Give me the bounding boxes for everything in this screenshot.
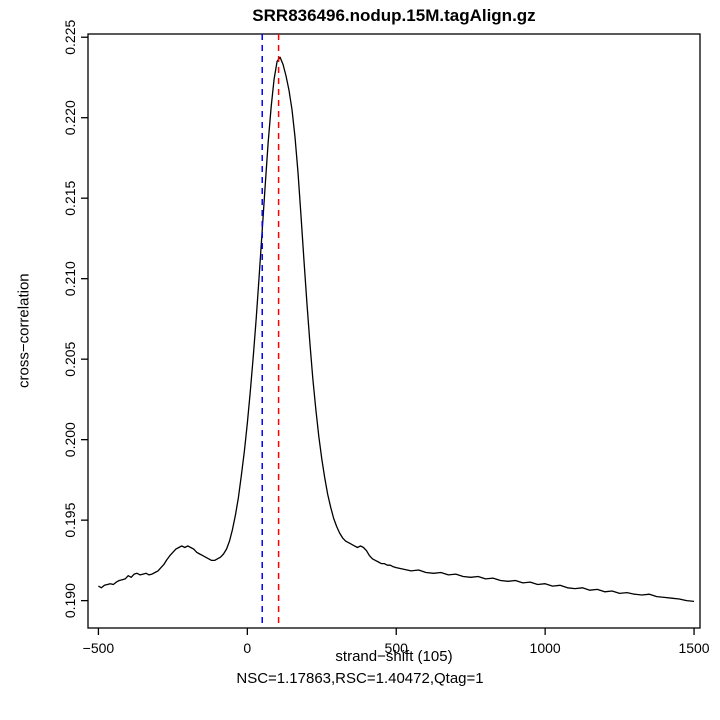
y-tick-label: 0.225: [62, 19, 78, 54]
y-tick-label: 0.215: [62, 180, 78, 215]
chart-title: SRR836496.nodup.15M.tagAlign.gz: [252, 6, 536, 25]
y-tick-label: 0.210: [62, 261, 78, 296]
x-tick-label: −500: [83, 640, 115, 656]
x-axis-label: strand−shift (105): [335, 648, 453, 665]
stats-subtitle: NSC=1.17863,RSC=1.40472,Qtag=1: [236, 670, 484, 687]
y-tick-label: 0.190: [62, 583, 78, 618]
x-tick-label: 0: [243, 640, 251, 656]
x-tick-label: 1500: [678, 640, 709, 656]
y-tick-label: 0.195: [62, 502, 78, 537]
y-tick-label: 0.200: [62, 422, 78, 457]
plot-box: [87, 33, 701, 629]
cross-correlation-curve: [98, 56, 695, 603]
x-tick-label: 1000: [530, 640, 561, 656]
y-tick-label: 0.220: [62, 100, 78, 135]
y-tick-label: 0.205: [62, 341, 78, 376]
x-tick-label: 500: [385, 640, 409, 656]
